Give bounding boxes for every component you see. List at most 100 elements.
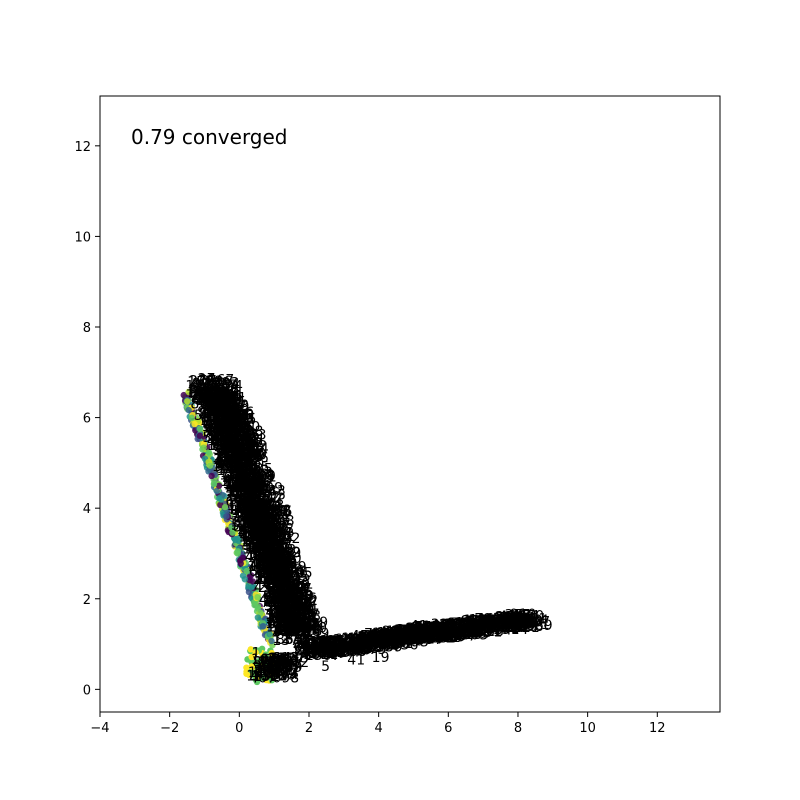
point-label: 1374	[220, 442, 256, 458]
y-tick-label: 10	[74, 230, 91, 245]
point-label: 1298	[278, 589, 314, 605]
point-label: 871	[233, 519, 260, 535]
point-label: 1053	[249, 498, 285, 514]
point-label: 887	[429, 621, 456, 637]
point-label: 474	[248, 506, 275, 522]
point-label: 098	[272, 671, 299, 687]
point-label: 304	[211, 393, 238, 409]
point-label: 396	[268, 584, 295, 600]
point-label: 1546	[286, 619, 322, 635]
point-label: 27	[224, 453, 242, 469]
point-label: 1098	[228, 424, 264, 440]
point-label: 1564	[272, 581, 308, 597]
point-label: 1414	[241, 484, 277, 500]
point-label: 195	[269, 591, 296, 607]
point-label: 1420	[236, 499, 272, 515]
data-point	[216, 495, 223, 502]
point-label: 1339	[229, 441, 265, 457]
point-label: 919	[239, 503, 266, 519]
point-label: 703	[226, 424, 253, 440]
point-label: 762	[234, 454, 261, 470]
point-label: 3	[243, 471, 252, 487]
point-label: 5	[219, 443, 228, 459]
y-tick-label: 2	[83, 593, 91, 608]
data-point	[200, 444, 207, 451]
point-label: 1266	[219, 405, 255, 421]
point-label: 739	[229, 444, 256, 460]
point-label: 1219	[263, 582, 299, 598]
point-label: 56	[215, 457, 233, 473]
point-label: 349	[263, 558, 290, 574]
point-label: 796	[269, 557, 296, 573]
point-label: 781	[208, 433, 235, 449]
point-label: 569	[243, 537, 270, 553]
point-label: 275	[275, 622, 302, 638]
point-label: 48	[223, 451, 241, 467]
point-label: 122	[252, 541, 279, 557]
point-label: 525	[264, 599, 291, 615]
point-label: 205	[202, 406, 229, 422]
point-label: 433	[205, 422, 232, 438]
point-label: 792	[271, 583, 298, 599]
y-axis: 0 2 4 6 8 10 12	[74, 140, 100, 698]
point-label: 1539	[229, 448, 265, 464]
point-label: 1034	[207, 379, 243, 395]
point-label: 299	[247, 520, 274, 536]
point-label: 630	[229, 449, 256, 465]
point-label: 495	[259, 592, 286, 608]
convergence-annotation: 0.79 converged	[131, 125, 288, 149]
point-label: 1219	[216, 456, 252, 472]
point-label: 1030	[277, 596, 313, 612]
point-label: 635	[228, 489, 255, 505]
point-label: 145	[236, 513, 263, 529]
point-label: 657	[211, 378, 238, 394]
point-label: 1059	[266, 545, 302, 561]
point-label: 204	[233, 443, 260, 459]
point-label: 471	[282, 616, 309, 632]
data-point	[185, 388, 192, 396]
x-axis: −4 −2 0 2 4 6 8 10 12	[90, 712, 666, 736]
point-label: 810	[238, 479, 265, 495]
point-label: 445	[243, 499, 270, 515]
point-label: 87	[273, 566, 291, 582]
point-label: 1480	[264, 594, 300, 610]
point-label: 1205	[277, 565, 313, 581]
data-point	[254, 593, 261, 601]
point-label: 241	[220, 454, 247, 470]
point-label: 1362	[228, 439, 264, 455]
point-label: 1247	[254, 570, 290, 586]
point-label: 999	[212, 418, 239, 434]
point-label: 1323	[209, 438, 245, 454]
point-label: 176	[279, 618, 306, 634]
point-label: 499	[216, 403, 243, 419]
data-point	[180, 391, 187, 399]
plot-background	[100, 96, 720, 712]
point-label: 971	[280, 597, 307, 613]
point-label: 359	[226, 438, 253, 454]
point-label: 1074	[207, 438, 243, 454]
point-label: 1183	[268, 582, 304, 598]
point-label: 28	[258, 515, 276, 531]
point-label: 1320	[218, 407, 254, 423]
point-label: 1083	[249, 524, 285, 540]
point-label: 163	[284, 605, 311, 621]
y-tick-label: 4	[83, 502, 91, 517]
point-label: 987	[230, 489, 257, 505]
point-label: 1126	[222, 458, 258, 474]
point-label: 1262	[253, 504, 289, 520]
point-label: 92	[208, 428, 226, 444]
point-label: 862	[190, 397, 217, 413]
point-label: 863	[215, 402, 242, 418]
point-label: 765	[197, 400, 224, 416]
point-label: 670	[267, 616, 294, 632]
y-tick-label: 12	[74, 140, 91, 155]
point-label: 181	[213, 396, 240, 412]
point-label: 401	[199, 409, 226, 425]
data-point	[196, 425, 204, 433]
point-label: 328	[269, 552, 296, 568]
point-label: 514	[212, 442, 239, 458]
point-label: 177	[254, 561, 281, 577]
point-label: 256	[253, 572, 280, 588]
point-label: 777	[260, 530, 287, 546]
point-label: 1275	[279, 586, 315, 602]
